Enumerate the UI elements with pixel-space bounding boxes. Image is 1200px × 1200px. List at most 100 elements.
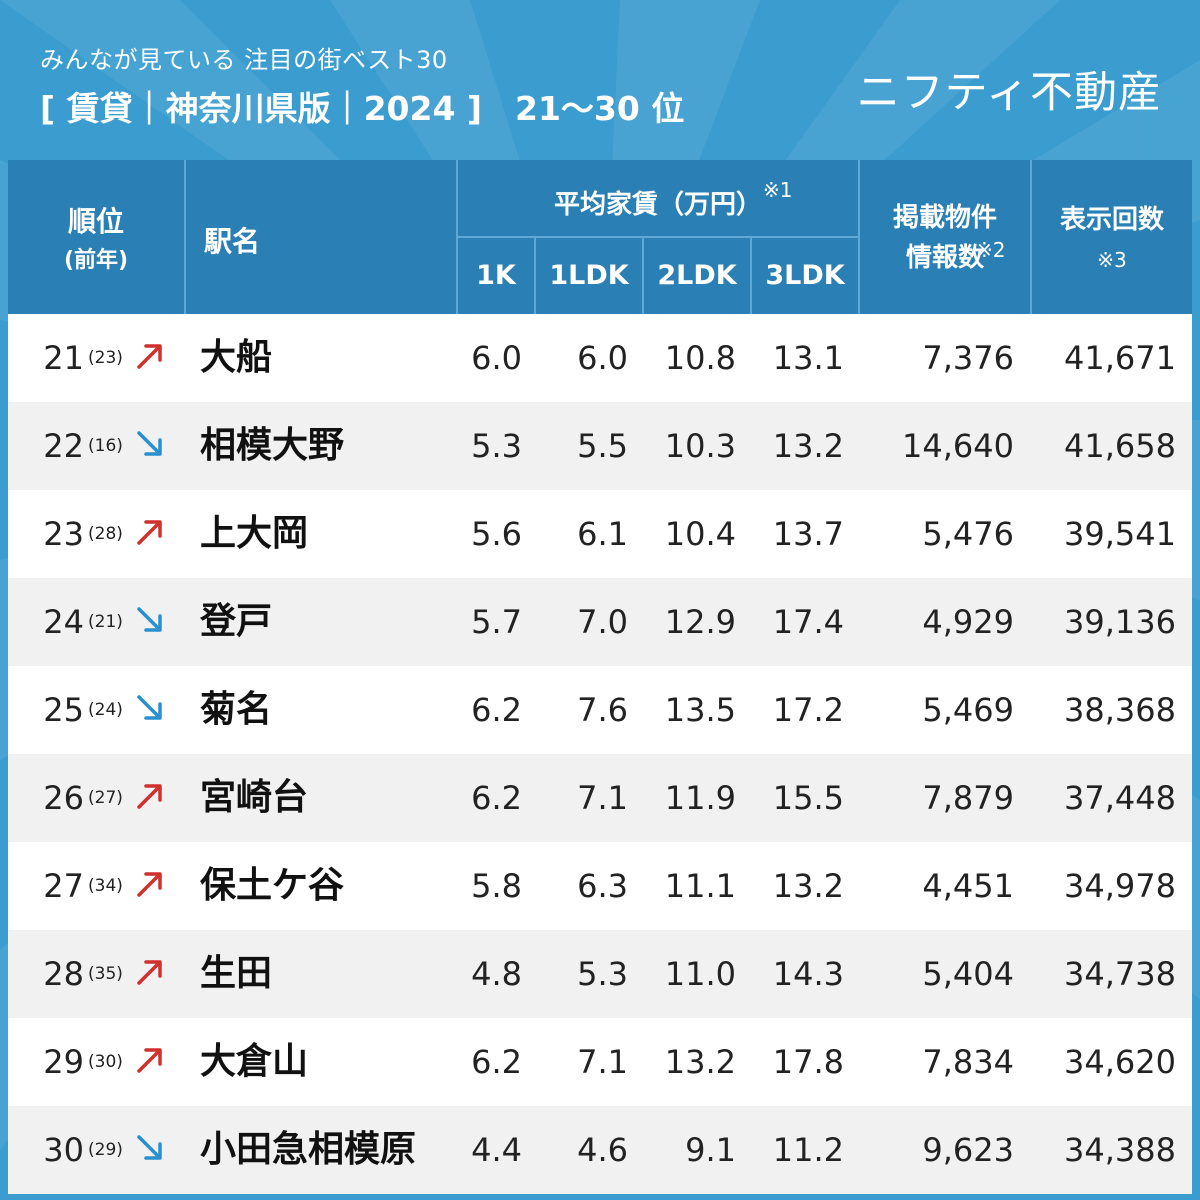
cell-rank: 24 (43, 603, 84, 641)
cell-rent-1k: 4.8 (471, 955, 522, 993)
header-rank: 順位 (前年) (8, 200, 184, 274)
cell-listings: 4,929 (922, 603, 1014, 641)
trend-up-arrow-icon (134, 490, 168, 578)
cell-listings: 7,879 (922, 779, 1014, 817)
cell-prev-rank: (28) (88, 524, 123, 544)
header-divider (750, 236, 752, 314)
cell-rent-1ldk: 4.6 (577, 1131, 628, 1169)
header-divider (642, 236, 644, 314)
header-divider (534, 236, 536, 314)
cell-rent-2ldk: 10.4 (664, 515, 736, 553)
cell-listings: 7,834 (922, 1043, 1014, 1081)
brand-logo: ニフティ不動産 (856, 68, 1162, 118)
cell-rent-1ldk: 7.1 (577, 1043, 628, 1081)
cell-rank: 30 (43, 1131, 84, 1169)
header-divider (1030, 160, 1032, 314)
cell-rent-2ldk: 12.9 (664, 603, 736, 641)
cell-listings: 9,623 (922, 1131, 1014, 1169)
header-station: 駅名 (204, 225, 261, 258)
trend-up-arrow-icon (134, 842, 168, 930)
cell-station-name: 大倉山 (200, 1041, 309, 1082)
header-rank-prev: (前年) (63, 248, 129, 273)
table-row: 23 (28) 上大岡 5.6 6.1 10.4 13.7 5,476 39,541 (8, 490, 1192, 578)
header-listings-line1: 掲載物件 (892, 203, 997, 233)
cell-rank: 27 (43, 867, 84, 905)
table-row: 29 (30) 大倉山 6.2 7.1 13.2 17.8 7,834 34,620 (8, 1018, 1192, 1106)
table-row: 26 (27) 宮崎台 6.2 7.1 11.9 15.5 7,879 37,448 (8, 754, 1192, 842)
trend-up-arrow-icon (134, 314, 168, 402)
table-header: 順位 (前年) 駅名 平均家賃（万円） ※1 1K 1LDK 2LDK 3LDK… (8, 160, 1192, 314)
table-row: 24 (21) 登戸 5.7 7.0 12.9 17.4 4,929 39,136 (8, 578, 1192, 666)
ranking-table: 順位 (前年) 駅名 平均家賃（万円） ※1 1K 1LDK 2LDK 3LDK… (8, 160, 1192, 1194)
cell-rent-3ldk: 14.3 (772, 955, 844, 993)
cell-prev-rank: (35) (88, 964, 123, 984)
cell-listings: 5,476 (922, 515, 1014, 553)
cell-rent-3ldk: 13.2 (772, 427, 844, 465)
header-divider (456, 160, 458, 314)
cell-prev-rank: (34) (88, 876, 123, 896)
table-row: 30 (29) 小田急相模原 4.4 4.6 9.1 11.2 9,623 34,388 (8, 1106, 1192, 1194)
cell-rent-3ldk: 15.5 (772, 779, 844, 817)
table-row: 21 (23) 大船 6.0 6.0 10.8 13.1 7,376 41,671 (8, 314, 1192, 402)
trend-down-arrow-icon (134, 666, 168, 754)
header-rent-note: ※1 (763, 178, 793, 202)
cell-rent-1k: 5.3 (471, 427, 522, 465)
cell-listings: 5,469 (922, 691, 1014, 729)
cell-station-name: 登戸 (200, 601, 273, 642)
cell-rank: 28 (43, 955, 84, 993)
cell-rent-2ldk: 11.0 (664, 955, 736, 993)
table-row: 25 (24) 菊名 6.2 7.6 13.5 17.2 5,469 38,368 (8, 666, 1192, 754)
cell-rent-1ldk: 5.3 (577, 955, 628, 993)
cell-views: 38,368 (1064, 691, 1176, 729)
cell-rent-1k: 6.2 (471, 691, 522, 729)
cell-rent-1k: 6.0 (471, 339, 522, 377)
cell-rent-1ldk: 7.1 (577, 779, 628, 817)
trend-up-arrow-icon (134, 1018, 168, 1106)
table-row: 27 (34) 保土ケ谷 5.8 6.3 11.1 13.2 4,451 34,978 (8, 842, 1192, 930)
trend-down-arrow-icon (134, 578, 168, 666)
cell-views: 39,541 (1064, 515, 1176, 553)
cell-rent-1ldk: 6.0 (577, 339, 628, 377)
header-listings-line2: 情報数 (905, 243, 984, 273)
header-rent-2ldk: 2LDK (657, 260, 737, 291)
cell-views: 34,738 (1064, 955, 1176, 993)
cell-rent-3ldk: 17.4 (772, 603, 844, 641)
cell-rent-1k: 6.2 (471, 1043, 522, 1081)
cell-rent-1ldk: 6.1 (577, 515, 628, 553)
cell-listings: 14,640 (902, 427, 1014, 465)
cell-rent-1k: 4.4 (471, 1131, 522, 1169)
subtitle: みんなが見ている 注目の街ベスト30 (40, 46, 448, 74)
header-rent-group: 平均家賃（万円） (458, 184, 858, 221)
cell-station-name: 小田急相模原 (200, 1129, 417, 1170)
header-rent-label: 平均家賃（万円） (553, 190, 762, 220)
cell-prev-rank: (30) (88, 1052, 123, 1072)
cell-rent-1ldk: 7.6 (577, 691, 628, 729)
cell-rank: 22 (43, 427, 84, 465)
cell-rent-3ldk: 11.2 (772, 1131, 844, 1169)
cell-prev-rank: (21) (88, 612, 123, 632)
cell-rank: 26 (43, 779, 84, 817)
cell-rent-2ldk: 13.5 (664, 691, 736, 729)
table-row: 28 (35) 生田 4.8 5.3 11.0 14.3 5,404 34,738 (8, 930, 1192, 1018)
trend-up-arrow-icon (134, 930, 168, 1018)
cell-listings: 4,451 (922, 867, 1014, 905)
cell-rent-1k: 6.2 (471, 779, 522, 817)
page-title: [ 賃貸｜神奈川県版｜2024 ] 21〜30 位 (40, 89, 685, 128)
cell-prev-rank: (24) (88, 700, 123, 720)
cell-rent-3ldk: 17.2 (772, 691, 844, 729)
cell-rent-1ldk: 6.3 (577, 867, 628, 905)
cell-views: 34,978 (1064, 867, 1176, 905)
cell-rent-2ldk: 13.2 (664, 1043, 736, 1081)
cell-rent-3ldk: 17.8 (772, 1043, 844, 1081)
cell-rank: 29 (43, 1043, 84, 1081)
header-listings-note: ※2 (976, 238, 1006, 262)
cell-prev-rank: (27) (88, 788, 123, 808)
cell-rent-2ldk: 10.3 (664, 427, 736, 465)
header-rank-label: 順位 (67, 205, 124, 238)
cell-rent-2ldk: 10.8 (664, 339, 736, 377)
cell-rent-1ldk: 7.0 (577, 603, 628, 641)
trend-up-arrow-icon (134, 754, 168, 842)
cell-views: 41,671 (1064, 339, 1176, 377)
header-rent-1k: 1K (476, 260, 516, 291)
cell-rent-1k: 5.7 (471, 603, 522, 641)
